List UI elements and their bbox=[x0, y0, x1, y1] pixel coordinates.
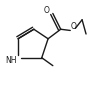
Text: O: O bbox=[44, 6, 49, 15]
Text: NH: NH bbox=[5, 56, 17, 65]
Text: O: O bbox=[70, 22, 76, 31]
